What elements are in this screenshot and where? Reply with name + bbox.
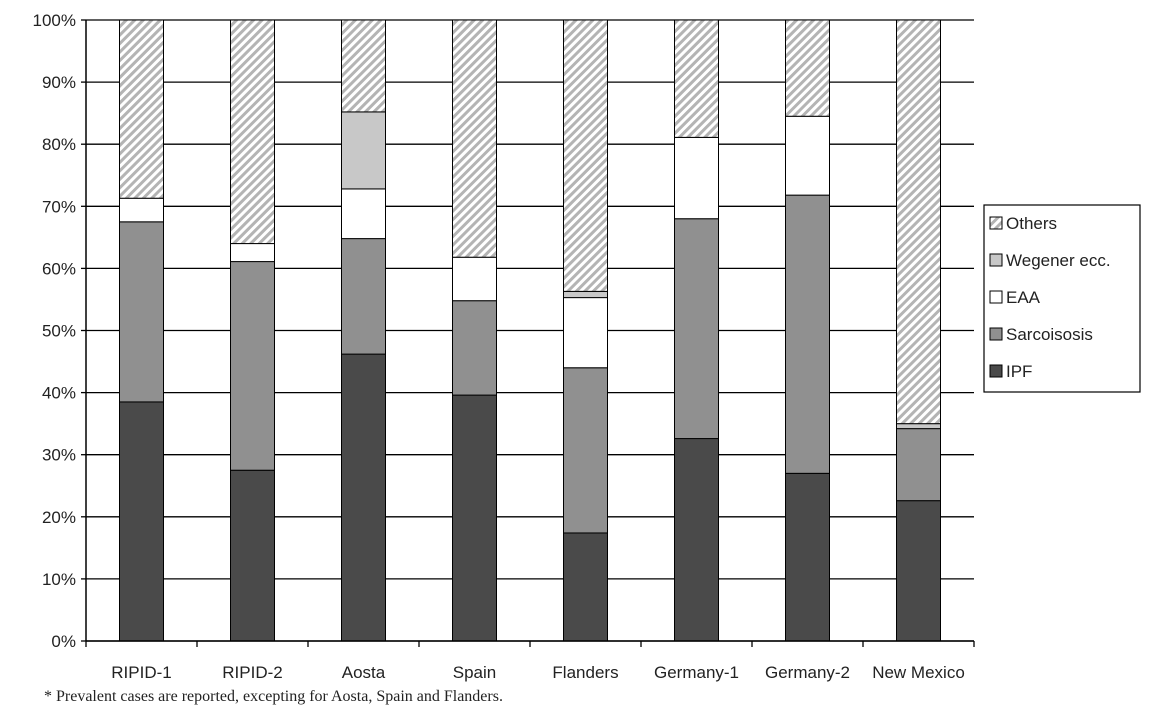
bar-segment [785,472,830,642]
bar-segment [230,469,275,642]
y-tick-label: 40% [42,384,76,403]
x-tick-label: Germany-1 [654,663,739,682]
y-tick-label: 90% [42,73,76,92]
legend-label: Sarcoisosis [1006,325,1093,344]
bar-segment [896,423,941,430]
legend-swatch [989,216,1003,230]
x-tick-label: Flanders [552,663,618,682]
legend-swatch [989,364,1003,378]
y-tick-label: 50% [42,322,76,341]
legend-label: IPF [1006,362,1032,381]
bar-segment [674,218,719,440]
x-tick-label: RIPID-1 [111,663,171,682]
bars [119,19,941,642]
x-tick-label: New Mexico [872,663,965,682]
bar-segment [452,256,497,302]
bar-segment [341,238,386,355]
bar-segment [674,136,719,220]
y-tick-label: 10% [42,570,76,589]
y-tick-label: 60% [42,259,76,278]
bar-segment [563,367,608,534]
legend-label: EAA [1006,288,1041,307]
x-tick-label: Spain [453,663,496,682]
bar-segment [896,500,941,642]
bar-segment [119,19,164,199]
bar-segment [563,290,608,299]
legend-swatch [989,253,1003,267]
x-tick-label: Germany-2 [765,663,850,682]
legend-swatch [989,290,1003,304]
bar-segment [230,19,275,245]
grid [86,19,974,642]
bar-segment [119,221,164,403]
legend: Others Wegener ecc. EAA Sarcoisosis IPF [983,204,1141,393]
y-tick-label: 100% [33,11,76,30]
bar-segment [563,19,608,292]
x-tick-label: RIPID-2 [222,663,282,682]
bar-segment [563,532,608,642]
bar-segment [896,19,941,425]
y-tick-label: 0% [51,632,76,651]
legend-label: Wegener ecc. [1006,251,1111,270]
bar-segment [341,111,386,190]
bar-segment [230,243,275,263]
bar-segment [341,19,386,113]
bar-segment [785,194,830,474]
axes: 0% 10% 20% 30% 40% 50% 60% 70% 80% 90% 100% RIPID-1… [33,11,975,682]
y-tick-label: 80% [42,135,76,154]
bar-segment [674,438,719,642]
legend-swatch [989,327,1003,341]
bar-segment [452,300,497,396]
bar-segment [452,394,497,642]
bar-segment [674,19,719,138]
bar-segment [563,297,608,369]
footnote: * Prevalent cases are reported, exceptin… [44,688,503,705]
bar-segment [785,19,830,117]
bar-segment [785,115,830,196]
bar-segment [119,197,164,223]
bar-segment [896,428,941,502]
y-tick-label: 20% [42,508,76,527]
bar-segment [452,19,497,258]
y-tick-label: 70% [42,197,76,216]
bar-segment [230,261,275,471]
legend-label: Others [1006,214,1057,233]
bar-segment [341,353,386,642]
y-tick-label: 30% [42,446,76,465]
bar-segment [341,188,386,240]
legend-box [983,204,1141,393]
x-tick-label: Aosta [342,663,386,682]
bar-segment [119,401,164,642]
